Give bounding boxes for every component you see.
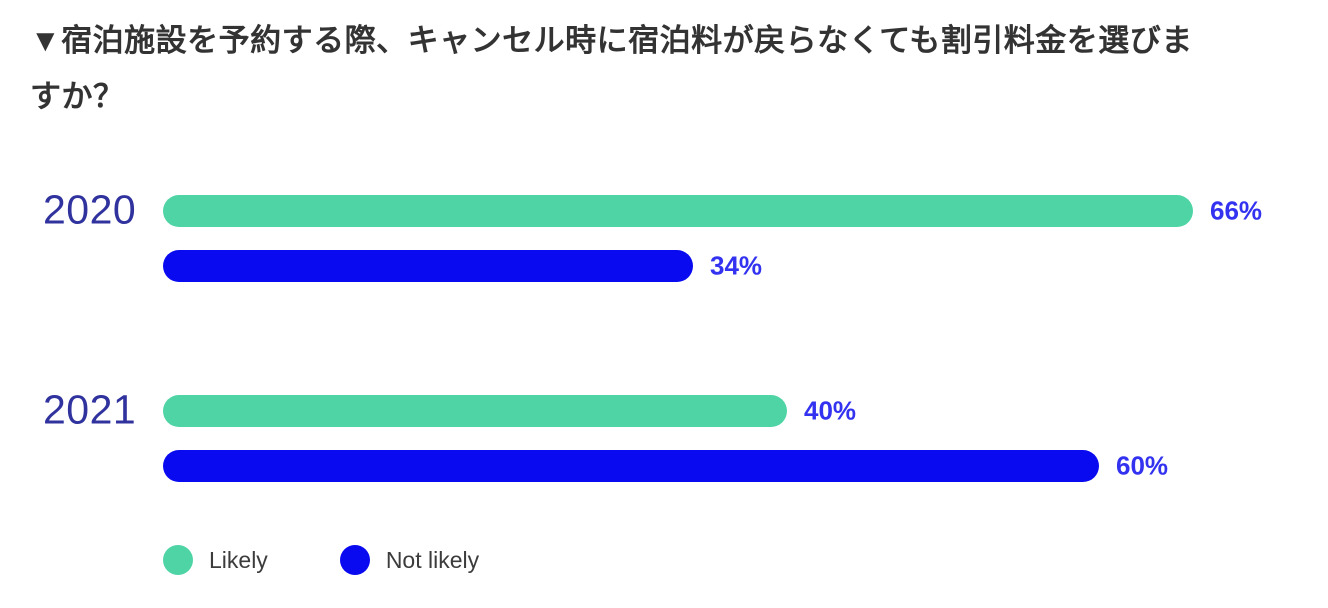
bar-chart: 2020 66% 34% 2021 40% 60% <box>0 187 1328 485</box>
value-label-likely-2021: 40% <box>804 395 857 426</box>
legend-item-likely: Likely <box>163 545 268 575</box>
category-label-2020: 2020 <box>43 186 137 233</box>
bar-not-likely-2020 <box>163 250 693 282</box>
chart-legend: Likely Not likely <box>163 545 551 575</box>
legend-label-not-likely: Not likely <box>385 546 480 573</box>
bar-not-likely-2021 <box>163 450 1099 482</box>
value-label-not-likely-2020: 34% <box>710 250 763 281</box>
year-group-2020: 2020 66% 34% <box>0 187 1328 282</box>
legend-item-not-likely: Not likely <box>339 545 480 575</box>
category-label-2021: 2021 <box>43 386 137 433</box>
bar-likely-2021 <box>163 395 787 427</box>
bar-likely-2020 <box>163 195 1193 227</box>
value-label-not-likely-2021: 60% <box>1116 450 1169 481</box>
legend-dot-not-likely <box>339 545 370 575</box>
chart-title: ▼宿泊施設を予約する際、キャンセル時に宿泊料が戻らなくても割引料金を選びますか？ <box>30 23 1193 114</box>
legend-label-likely: Likely <box>209 546 268 573</box>
legend-dot-likely <box>163 545 193 575</box>
year-group-2021: 2021 40% 60% <box>0 387 1328 482</box>
value-label-likely-2020: 66% <box>1210 195 1263 226</box>
